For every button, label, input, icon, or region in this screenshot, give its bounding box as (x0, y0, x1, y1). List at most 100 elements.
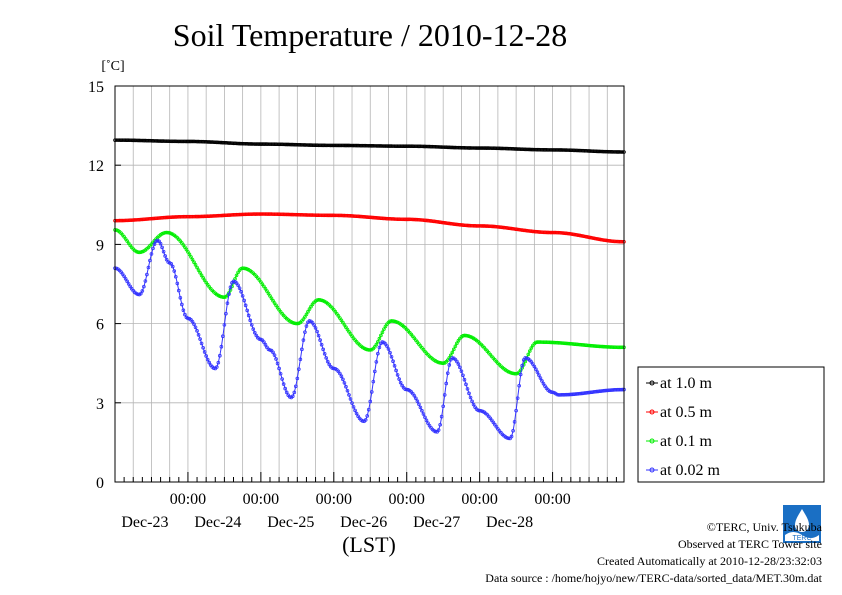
data-point (331, 366, 336, 371)
data-point (462, 377, 467, 382)
data-point (298, 357, 303, 362)
legend-item: at 0.5 m (646, 404, 713, 421)
data-point (433, 429, 438, 434)
data-point (189, 255, 193, 259)
data-point (464, 382, 468, 387)
data-point (278, 371, 283, 376)
data-point (163, 254, 167, 258)
data-point (339, 374, 344, 379)
data-point (216, 360, 221, 365)
data-point (388, 350, 392, 355)
data-point (438, 422, 442, 427)
data-point (170, 264, 175, 269)
data-point (303, 330, 307, 334)
data-point (304, 324, 309, 328)
data-point (181, 308, 186, 313)
data-point (520, 363, 524, 368)
data-point (365, 414, 370, 418)
data-point (265, 289, 269, 293)
data-point (461, 373, 465, 378)
data-point (227, 292, 231, 296)
x-tick-time-label: 00:00 (243, 491, 279, 508)
data-point (527, 349, 532, 353)
data-point (161, 249, 166, 254)
data-point (436, 428, 441, 432)
data-point (470, 399, 474, 404)
data-point (412, 393, 417, 398)
data-point (471, 402, 476, 407)
legend-label: at 1.0 m (660, 375, 713, 392)
data-point (512, 420, 517, 424)
data-point (205, 357, 210, 362)
data-point (125, 279, 129, 284)
data-point (240, 294, 245, 298)
data-point (389, 354, 394, 359)
data-point (252, 330, 257, 335)
data-point (143, 279, 148, 283)
data-point (506, 436, 511, 441)
data-point (139, 291, 143, 296)
data-point (245, 308, 249, 313)
data-point (325, 359, 330, 364)
data-point (192, 322, 196, 326)
axis-tick-labels: 0369121500:00Dec-2300:00Dec-2400:00Dec-2… (88, 79, 571, 531)
data-point (514, 408, 518, 413)
data-point (157, 239, 161, 244)
data-point (152, 242, 157, 246)
data-point (511, 428, 515, 433)
data-point (126, 282, 131, 286)
x-tick-date-label: Dec-25 (267, 514, 314, 531)
data-point (180, 302, 184, 307)
data-point (196, 268, 201, 272)
data-point (322, 352, 327, 356)
data-point (318, 298, 322, 302)
data-point (195, 265, 199, 270)
data-point (319, 342, 324, 347)
data-point (394, 368, 398, 373)
data-point (538, 376, 543, 380)
x-tick-time-label: 00:00 (388, 491, 424, 508)
y-tick-label: 12 (88, 158, 104, 175)
data-point (186, 250, 190, 254)
data-point (262, 340, 266, 344)
data-point (272, 353, 277, 357)
legend-item: at 1.0 m (646, 375, 713, 392)
data-point (201, 276, 205, 280)
data-point (218, 353, 222, 358)
legend-label: at 0.5 m (660, 404, 713, 421)
data-point (166, 230, 170, 235)
data-point (243, 303, 248, 308)
data-point (404, 387, 409, 392)
data-point (529, 346, 534, 350)
data-point (392, 364, 397, 368)
x-tick-time-label: 00:00 (170, 491, 206, 508)
data-point (224, 311, 228, 316)
data-point (376, 339, 380, 344)
data-point (280, 377, 284, 381)
legend-item: at 0.1 m (646, 433, 713, 450)
data-point (312, 323, 316, 327)
data-point (368, 348, 373, 352)
data-point (458, 365, 462, 370)
data-point (366, 407, 371, 412)
data-point (195, 329, 199, 333)
data-point (198, 270, 202, 275)
x-tick-time-label: 00:00 (534, 491, 570, 508)
data-point (249, 323, 254, 327)
footer-site: Observed at TERC Tower site (677, 537, 822, 551)
data-point (301, 338, 306, 342)
legend-marker (649, 438, 655, 444)
data-point (142, 284, 146, 289)
data-point (531, 362, 535, 366)
data-point (550, 390, 555, 395)
series-line (114, 229, 624, 375)
data-point (386, 347, 391, 351)
data-point (294, 384, 298, 389)
data-point (414, 396, 418, 401)
data-point (219, 344, 224, 349)
data-point (222, 323, 227, 327)
data-point (380, 330, 385, 335)
data-point (148, 258, 152, 263)
data-point (351, 405, 356, 409)
